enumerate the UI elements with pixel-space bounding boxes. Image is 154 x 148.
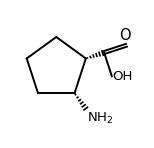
Text: O: O [119,28,131,43]
Text: OH: OH [113,70,133,83]
Text: NH$_2$: NH$_2$ [87,111,114,126]
